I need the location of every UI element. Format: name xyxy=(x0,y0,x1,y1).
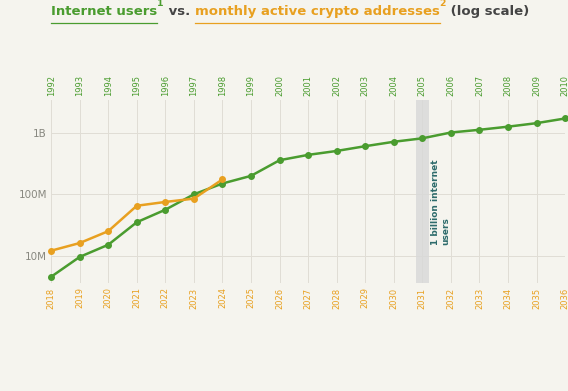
Text: 2: 2 xyxy=(440,0,446,8)
Text: 2019: 2019 xyxy=(75,287,84,308)
Text: 2024: 2024 xyxy=(218,287,227,308)
Text: 1994: 1994 xyxy=(104,75,112,96)
Text: 2008: 2008 xyxy=(504,75,512,96)
Text: 2028: 2028 xyxy=(332,287,341,308)
Text: 1 billion internet
users: 1 billion internet users xyxy=(431,159,450,245)
Text: 2029: 2029 xyxy=(361,287,370,308)
Text: 2005: 2005 xyxy=(418,75,427,96)
Text: 2021: 2021 xyxy=(132,287,141,308)
Text: 1998: 1998 xyxy=(218,75,227,96)
Text: 2020: 2020 xyxy=(104,287,112,308)
Text: 2035: 2035 xyxy=(532,287,541,308)
Text: vs.: vs. xyxy=(164,5,195,18)
Text: 2023: 2023 xyxy=(189,287,198,308)
Text: 2018: 2018 xyxy=(47,287,56,308)
Text: 2009: 2009 xyxy=(532,75,541,96)
Text: 2000: 2000 xyxy=(275,75,284,96)
Text: 1993: 1993 xyxy=(75,75,84,96)
Text: Internet users: Internet users xyxy=(51,5,157,18)
Text: 2025: 2025 xyxy=(247,287,256,308)
Text: 1997: 1997 xyxy=(189,75,198,96)
Text: 2030: 2030 xyxy=(389,287,398,308)
Text: 2001: 2001 xyxy=(304,75,312,96)
Text: 2036: 2036 xyxy=(561,287,568,308)
Text: 2033: 2033 xyxy=(475,287,484,308)
Text: 2007: 2007 xyxy=(475,75,484,96)
Text: monthly active crypto addresses: monthly active crypto addresses xyxy=(195,5,440,18)
Text: 1: 1 xyxy=(157,0,164,8)
Text: 2004: 2004 xyxy=(389,75,398,96)
Text: 2006: 2006 xyxy=(446,75,456,96)
Text: 1995: 1995 xyxy=(132,75,141,96)
Text: 2027: 2027 xyxy=(304,287,312,308)
Text: 1992: 1992 xyxy=(47,75,56,96)
Text: 2031: 2031 xyxy=(418,287,427,308)
Text: 2026: 2026 xyxy=(275,287,284,308)
Text: 1999: 1999 xyxy=(247,75,256,96)
Text: 2003: 2003 xyxy=(361,75,370,96)
Text: 2034: 2034 xyxy=(504,287,512,308)
Text: 2010: 2010 xyxy=(561,75,568,96)
Text: 2002: 2002 xyxy=(332,75,341,96)
Text: 2022: 2022 xyxy=(161,287,170,308)
Text: 1996: 1996 xyxy=(161,75,170,96)
Text: (log scale): (log scale) xyxy=(446,5,529,18)
Bar xyxy=(416,100,429,283)
Text: 2032: 2032 xyxy=(446,287,456,308)
